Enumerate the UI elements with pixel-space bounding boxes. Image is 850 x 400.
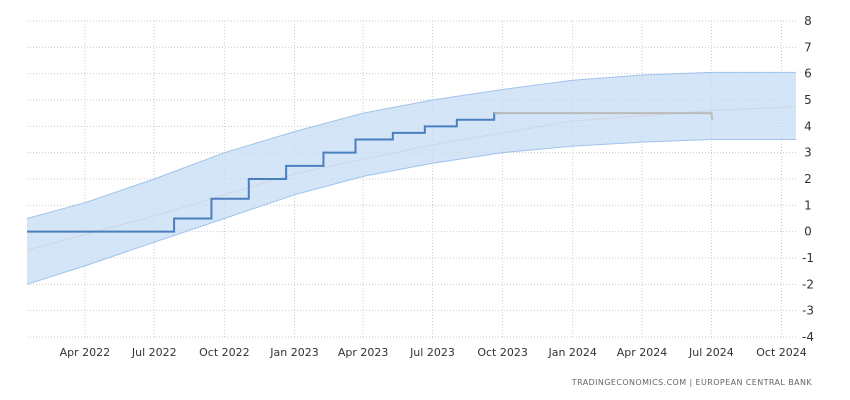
x-tick-label: Jan 2024 [547,346,596,359]
y-axis-ticks: 8 7 6 5 4 3 2 1 0 -1 -2 -3 -4 [802,14,814,344]
y-tick-label: 4 [804,119,812,133]
y-tick-label: -4 [802,330,814,344]
y-tick-label: 5 [804,93,812,107]
series-lines [27,112,714,233]
band-fill [27,72,796,285]
trend-series-line [26,106,797,251]
y-tick-label: 3 [804,146,812,160]
x-tick-label: Jul 2024 [688,346,734,359]
x-tick-label: Oct 2022 [199,346,250,359]
x-tick-label: Apr 2023 [338,346,389,359]
y-tick-label: 0 [804,225,812,239]
y-tick-label: -3 [802,304,814,318]
forecast-series-line [494,112,714,120]
gridlines [27,20,796,338]
x-tick-label: Oct 2023 [477,346,528,359]
x-tick-label: Oct 2024 [756,346,807,359]
y-tick-label: 8 [804,14,812,28]
y-tick-label: 1 [804,198,812,212]
x-tick-label: Jul 2022 [131,346,177,359]
y-tick-label: 6 [804,67,812,81]
y-tick-label: 2 [804,172,812,186]
source-attribution: TRADINGECONOMICS.COM | EUROPEAN CENTRAL … [571,378,812,387]
x-tick-label: Apr 2024 [617,346,668,359]
x-tick-label: Jan 2023 [269,346,318,359]
x-axis-ticks: Apr 2022 Jul 2022 Oct 2022 Jan 2023 Apr 2023… [60,346,807,359]
x-tick-label: Apr 2022 [60,346,111,359]
band-lower-edge [26,139,796,285]
band-upper-edge [26,71,796,219]
y-tick-label: 7 [804,40,812,54]
y-tick-label: -2 [802,277,814,291]
y-tick-label: -1 [802,251,814,265]
trend-line [26,106,797,251]
confidence-band [26,71,796,285]
step-series-line [27,112,502,233]
x-tick-label: Jul 2023 [409,346,455,359]
